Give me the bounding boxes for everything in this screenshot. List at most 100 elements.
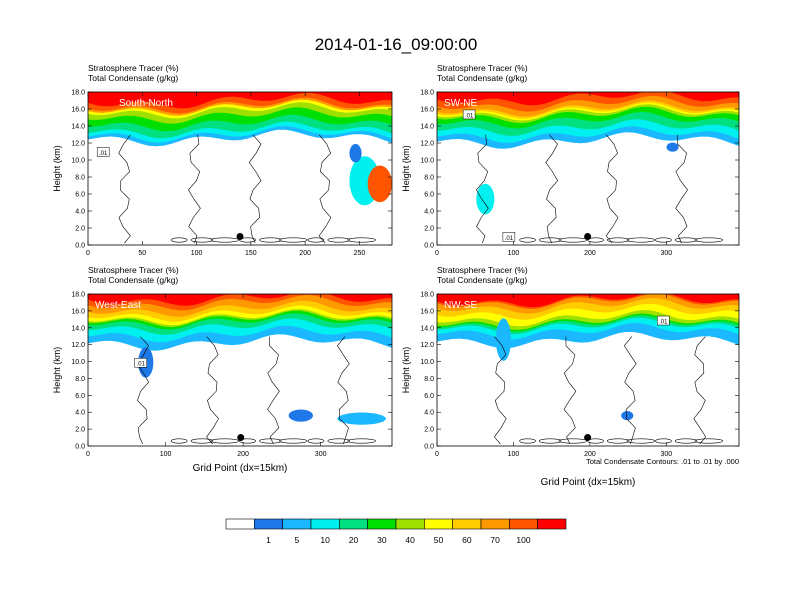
colorbar-swatch-11 bbox=[509, 518, 538, 530]
ground-contour-6 bbox=[278, 237, 308, 243]
colorbar-label: 70 bbox=[490, 535, 500, 545]
y-tick-label: 18.0 bbox=[420, 90, 434, 97]
y-tick-label: 0.0 bbox=[424, 243, 434, 250]
contour-line-2 bbox=[545, 134, 558, 244]
condensate-contours bbox=[118, 134, 376, 244]
x-tick-label: 200 bbox=[237, 451, 249, 458]
y-tick-label: 4.0 bbox=[75, 410, 85, 417]
condensate-contours bbox=[136, 336, 376, 445]
tracer-field bbox=[88, 294, 392, 425]
contour-line-3 bbox=[623, 336, 637, 445]
y-tick-label: 6.0 bbox=[424, 393, 434, 400]
x-tick-label: 0 bbox=[86, 451, 90, 458]
colorbar-swatch-12 bbox=[537, 518, 567, 530]
contour-line-2 bbox=[188, 134, 201, 244]
contour-line-1 bbox=[118, 134, 131, 244]
contour-label-box bbox=[502, 232, 516, 242]
plot-frame bbox=[436, 91, 740, 246]
x-tick-label: 100 bbox=[191, 250, 203, 257]
y-tick-label: 0.0 bbox=[75, 444, 85, 451]
colorbar-swatch-3 bbox=[282, 518, 312, 530]
ground-contour-6 bbox=[626, 438, 656, 444]
x-tick-label: 50 bbox=[138, 250, 146, 257]
ground-contour-2 bbox=[538, 237, 562, 243]
y-tick-label: 0.0 bbox=[424, 444, 434, 451]
panel-label: West-East bbox=[95, 300, 141, 311]
y-tick-label: 8.0 bbox=[75, 376, 85, 383]
panel-subtitle-1: Stratosphere Tracer (%) bbox=[437, 63, 528, 73]
tracer-blob-1 bbox=[666, 142, 679, 152]
ground-contour-9 bbox=[347, 237, 376, 243]
figure-title: 2014-01-16_09:00:00 bbox=[315, 35, 478, 54]
contour-line-3 bbox=[267, 336, 280, 445]
colorbar-label: 5 bbox=[294, 535, 299, 545]
ground-contour-3 bbox=[210, 237, 240, 243]
y-tick-label: 16.0 bbox=[420, 308, 434, 315]
y-tick-label: 6.0 bbox=[75, 192, 85, 199]
tracer-blob-1 bbox=[495, 318, 511, 361]
condensate-contours bbox=[494, 336, 724, 445]
tracer-blob-2 bbox=[621, 411, 634, 421]
ground-contour-3 bbox=[558, 237, 588, 243]
condensate-contours bbox=[476, 134, 724, 244]
tracer-blob-3 bbox=[288, 409, 313, 422]
tracer-band-10 bbox=[437, 294, 739, 308]
y-tick-label: 18.0 bbox=[71, 292, 85, 299]
x-tick-label: 150 bbox=[245, 250, 257, 257]
contour-line-1 bbox=[136, 336, 149, 445]
colorbar-swatch-2 bbox=[254, 518, 283, 530]
ground-contour-5 bbox=[606, 438, 630, 444]
colorbar-swatch-1 bbox=[225, 518, 255, 530]
location-marker bbox=[584, 434, 592, 442]
y-axis-label: Height (km) bbox=[401, 145, 411, 192]
y-axis-label: Height (km) bbox=[52, 347, 62, 394]
plot-frame bbox=[436, 293, 740, 447]
ground-contour-2 bbox=[190, 438, 214, 444]
location-marker bbox=[236, 233, 244, 240]
tracer-field bbox=[437, 294, 739, 421]
ground-contour-5 bbox=[606, 237, 630, 243]
contour-line-4 bbox=[693, 336, 707, 445]
colorbar: 1 5 10 20 30 40 50 60 70 100 bbox=[225, 518, 567, 545]
ground-contour-9 bbox=[694, 438, 724, 444]
tracer-field bbox=[437, 92, 739, 215]
y-tick-label: 18.0 bbox=[71, 90, 85, 97]
ground-contour-7 bbox=[307, 237, 325, 243]
panel-subtitle-2: Total Condensate (g/kg) bbox=[88, 275, 178, 285]
colorbar-swatch-6 bbox=[367, 518, 397, 530]
y-tick-label: 14.0 bbox=[420, 124, 434, 131]
contour-label-box bbox=[96, 147, 110, 157]
x-axis-label: Grid Point (dx=15km) bbox=[541, 477, 636, 488]
tracer-field bbox=[88, 92, 392, 206]
x-axis-label: Grid Point (dx=15km) bbox=[193, 463, 288, 474]
tracer-blob-2 bbox=[337, 412, 386, 425]
panel-1: .01 0.0 2.0 4.0 6.0 8.0 10.0 12.0 14.0 16.0 18.0 0 5… bbox=[52, 63, 393, 257]
y-tick-label: 14.0 bbox=[420, 325, 434, 332]
ground-contour-1 bbox=[519, 237, 536, 243]
y-tick-label: 14.0 bbox=[71, 124, 85, 131]
ground-contour-1 bbox=[170, 237, 188, 243]
colorbar-swatch-7 bbox=[395, 518, 425, 530]
contour-line-3 bbox=[248, 134, 262, 244]
panel-label: NW-SE bbox=[444, 300, 477, 311]
ground-contour-4 bbox=[239, 237, 256, 243]
ground-contour-8 bbox=[327, 438, 351, 444]
y-tick-label: 6.0 bbox=[424, 192, 434, 199]
panel-3: .01 0.0 2.0 4.0 6.0 8.0 10.0 12.0 14.0 16.0 18.0 0 1… bbox=[52, 265, 393, 474]
x-tick-label: 0 bbox=[86, 250, 90, 257]
tracer-band-10 bbox=[88, 92, 392, 109]
contour-label: .01 bbox=[505, 236, 514, 242]
tracer-blob-2 bbox=[476, 183, 495, 215]
panel-subtitle-2: Total Condensate (g/kg) bbox=[437, 275, 527, 285]
panel-label: South-North bbox=[119, 98, 173, 109]
y-tick-label: 10.0 bbox=[71, 359, 85, 366]
y-tick-label: 4.0 bbox=[75, 209, 85, 216]
ground-contour-1 bbox=[519, 438, 536, 444]
y-tick-label: 8.0 bbox=[424, 376, 434, 383]
ground-contour-8 bbox=[674, 438, 698, 444]
ground-contour-5 bbox=[259, 438, 282, 444]
y-tick-label: 2.0 bbox=[75, 226, 85, 233]
colorbar-swatch-4 bbox=[310, 518, 340, 530]
ground-contour-3 bbox=[210, 438, 240, 444]
ground-contour-9 bbox=[347, 438, 376, 444]
